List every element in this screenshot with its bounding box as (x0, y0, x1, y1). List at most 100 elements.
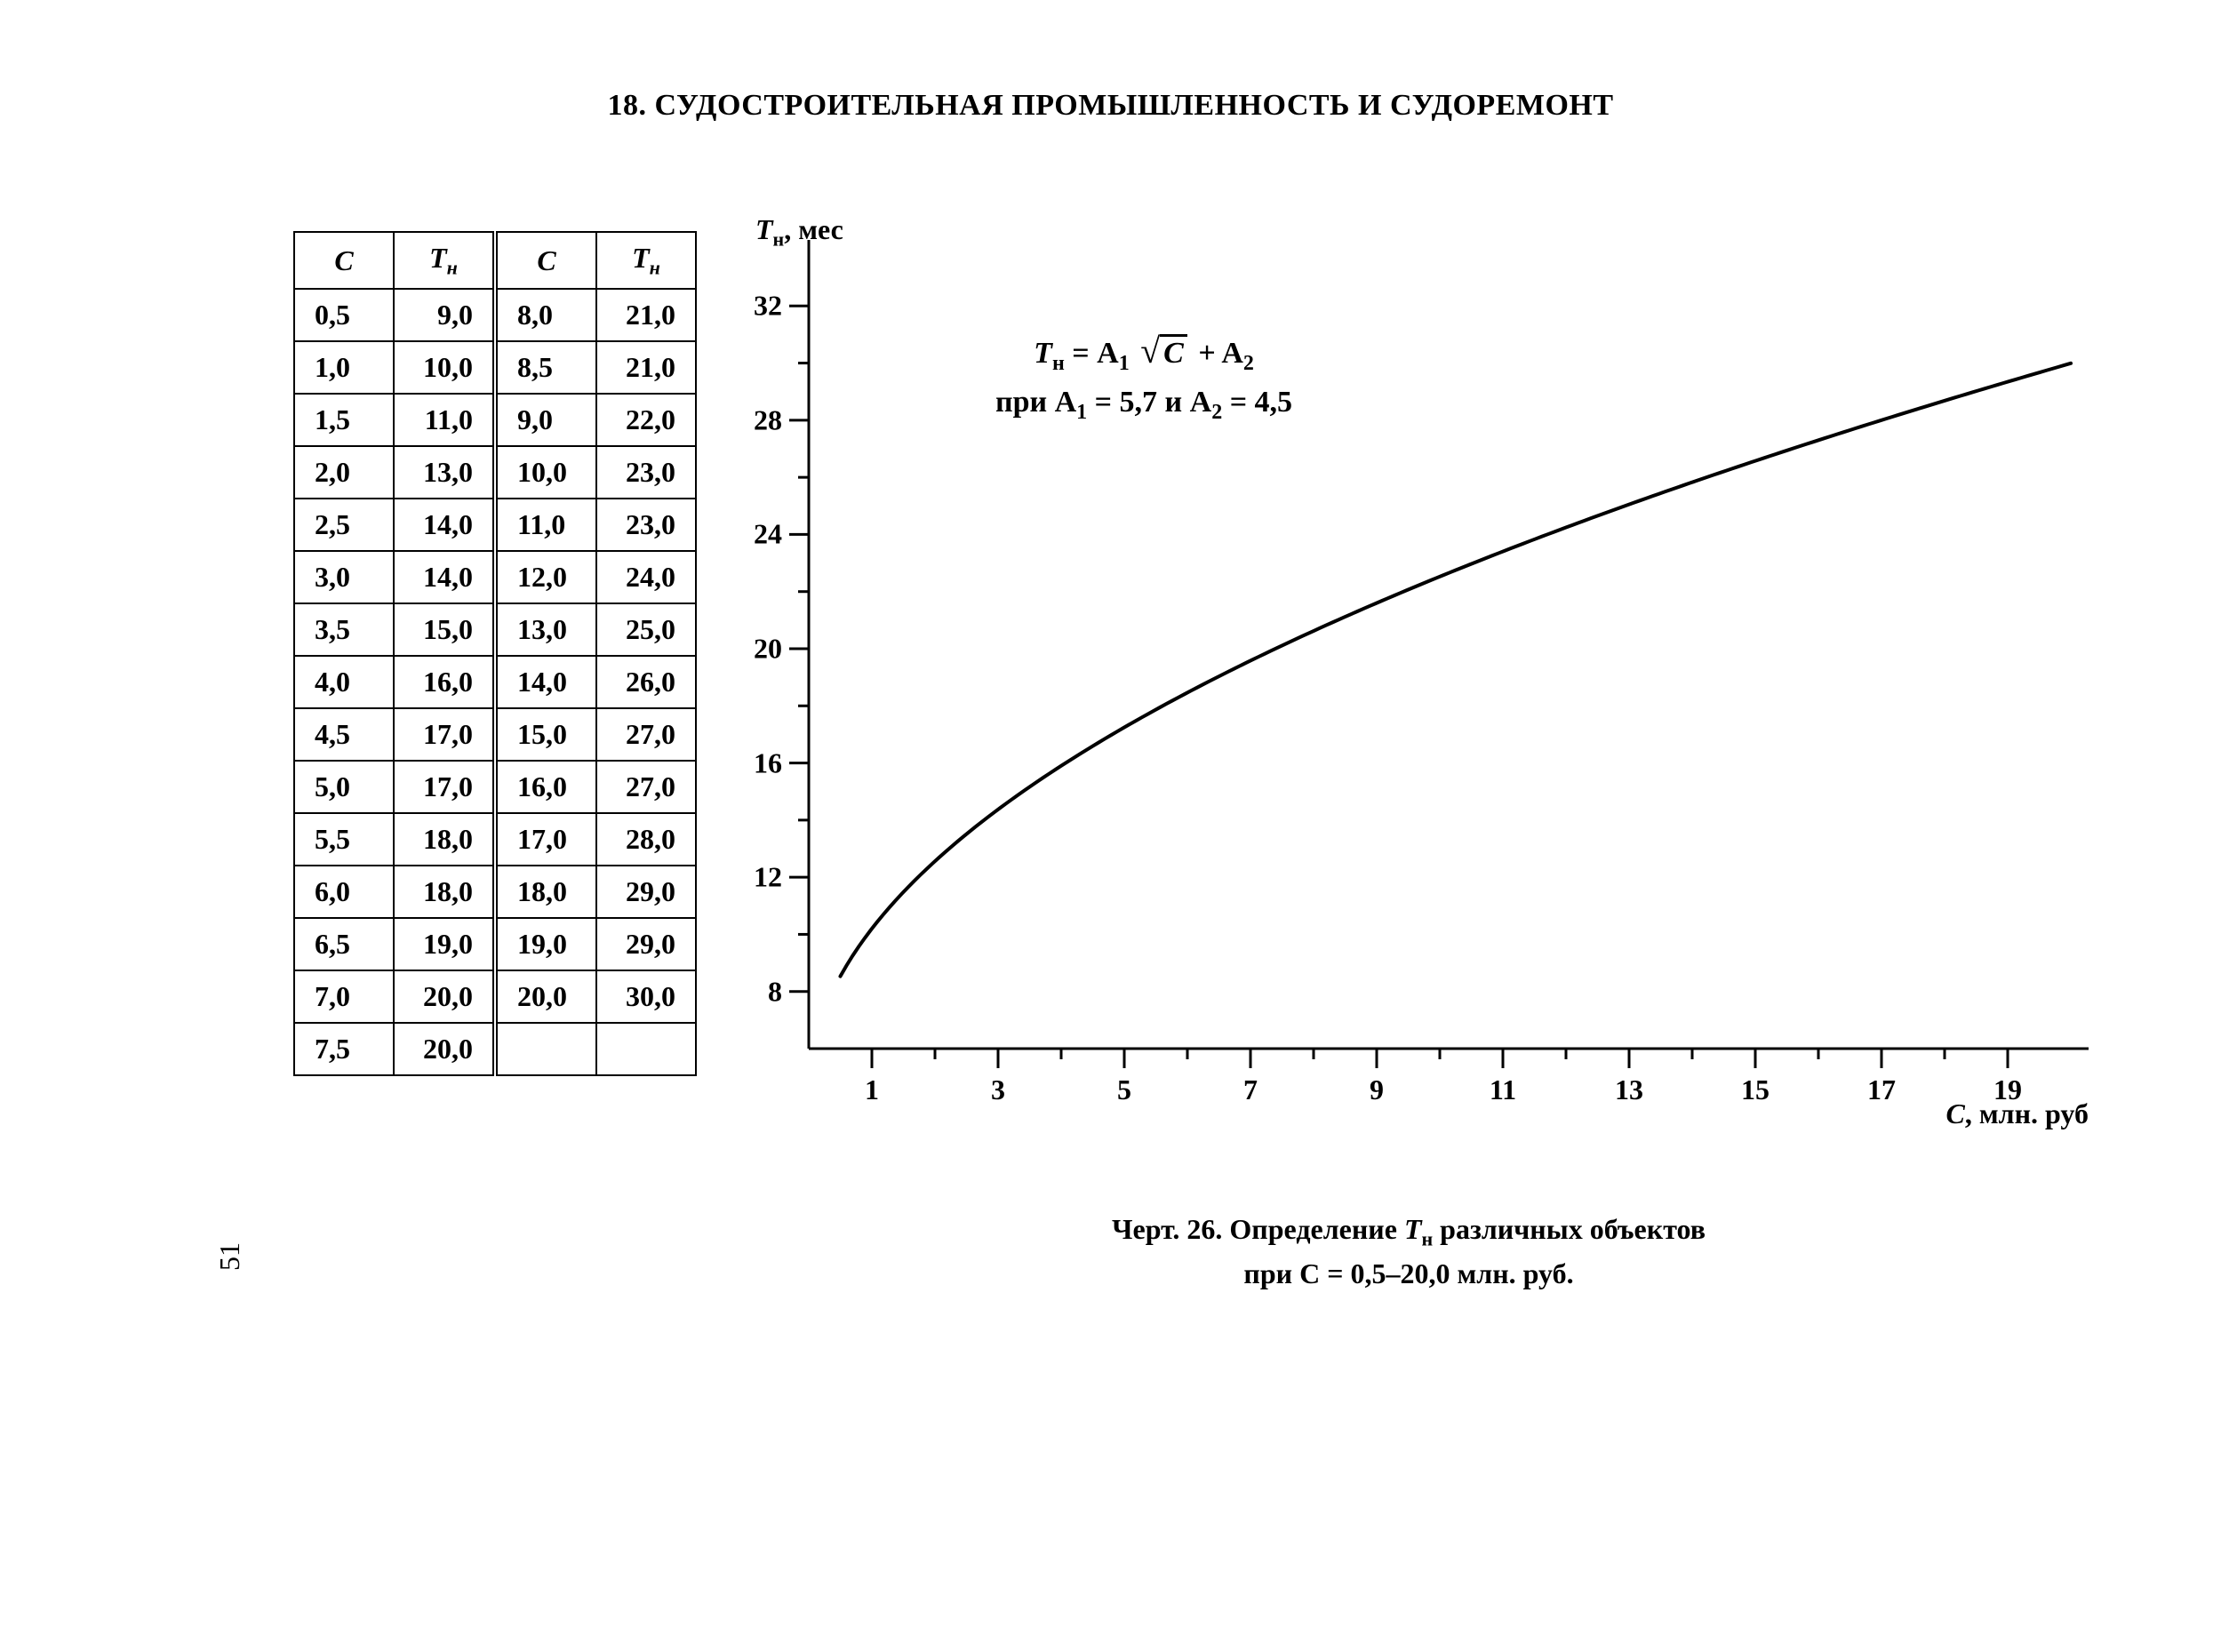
table-cell: 27,0 (596, 761, 696, 813)
y-tick-label: 12 (729, 861, 782, 894)
table-cell: 6,0 (294, 866, 394, 918)
table-cell (495, 1023, 596, 1075)
table-cell: 8,0 (495, 289, 596, 341)
table-row: 1,511,09,022,0 (294, 394, 696, 446)
table-row: 3,515,013,025,0 (294, 603, 696, 656)
table-row: 2,013,010,023,0 (294, 446, 696, 499)
table-row: 5,518,017,028,0 (294, 813, 696, 866)
table-cell: 28,0 (596, 813, 696, 866)
table-row: 4,016,014,026,0 (294, 656, 696, 708)
col-header-c2: C (495, 232, 596, 289)
table-cell: 18,0 (394, 813, 495, 866)
chart: Tн, мес Tн = A1 √C + A2 при A1 = 5,7 и A… (720, 222, 2097, 1164)
table-cell: 12,0 (495, 551, 596, 603)
table-cell: 3,5 (294, 603, 394, 656)
table-cell: 9,0 (394, 289, 495, 341)
table-cell: 7,5 (294, 1023, 394, 1075)
x-tick-label: 11 (1490, 1073, 1516, 1106)
y-tick-label: 28 (729, 403, 782, 436)
table-cell: 25,0 (596, 603, 696, 656)
table-cell: 23,0 (596, 446, 696, 499)
formula: Tн = A1 √C + A2 при A1 = 5,7 и A2 = 4,5 (995, 324, 1292, 428)
table-cell: 8,5 (495, 341, 596, 394)
table-cell: 13,0 (495, 603, 596, 656)
table-cell: 15,0 (394, 603, 495, 656)
x-tick-label: 7 (1243, 1073, 1258, 1106)
table-cell: 30,0 (596, 970, 696, 1023)
formula-line2: при A1 = 5,7 и A2 = 4,5 (995, 379, 1292, 428)
x-tick-label: 1 (865, 1073, 879, 1106)
figure-caption: Черт. 26. Определение Tн различных объек… (720, 1209, 2097, 1295)
data-table-wrap: C Tн C Tн 0,59,08,021,01,010,08,521,01,5… (293, 231, 697, 1076)
table-cell: 27,0 (596, 708, 696, 761)
table-cell: 16,0 (394, 656, 495, 708)
table-cell: 11,0 (495, 499, 596, 551)
page: 18. СУДОСТРОИТЕЛЬНАЯ ПРОМЫШЛЕННОСТЬ И СУ… (0, 0, 2221, 1652)
table-cell: 21,0 (596, 289, 696, 341)
table-row: 7,020,020,030,0 (294, 970, 696, 1023)
table-row: 0,59,08,021,0 (294, 289, 696, 341)
table-cell: 17,0 (394, 761, 495, 813)
table-cell: 3,0 (294, 551, 394, 603)
table-cell: 17,0 (495, 813, 596, 866)
table-cell: 22,0 (596, 394, 696, 446)
table-row: 2,514,011,023,0 (294, 499, 696, 551)
y-tick-label: 8 (729, 975, 782, 1008)
y-tick-label: 16 (729, 746, 782, 779)
x-tick-label: 3 (991, 1073, 1005, 1106)
table-row: 6,018,018,029,0 (294, 866, 696, 918)
x-tick-label: 5 (1117, 1073, 1131, 1106)
x-tick-label: 17 (1867, 1073, 1896, 1106)
table-cell: 14,0 (394, 551, 495, 603)
table-cell: 17,0 (394, 708, 495, 761)
section-heading: 18. СУДОСТРОИТЕЛЬНАЯ ПРОМЫШЛЕННОСТЬ И СУ… (0, 89, 2221, 123)
table-header-row: C Tн C Tн (294, 232, 696, 289)
table-cell: 4,5 (294, 708, 394, 761)
table-cell: 2,0 (294, 446, 394, 499)
y-tick-label: 32 (729, 290, 782, 323)
table-row: 3,014,012,024,0 (294, 551, 696, 603)
table-cell: 18,0 (495, 866, 596, 918)
col-header-t1: Tн (394, 232, 495, 289)
table-cell: 1,0 (294, 341, 394, 394)
y-tick-label: 20 (729, 633, 782, 666)
table-row: 7,520,0 (294, 1023, 696, 1075)
table-cell: 7,0 (294, 970, 394, 1023)
table-row: 4,517,015,027,0 (294, 708, 696, 761)
table-cell: 6,5 (294, 918, 394, 970)
table-row: 5,017,016,027,0 (294, 761, 696, 813)
table-cell: 10,0 (495, 446, 596, 499)
chart-svg (720, 222, 2097, 1164)
table-cell: 9,0 (495, 394, 596, 446)
table-row: 6,519,019,029,0 (294, 918, 696, 970)
table-cell: 1,5 (294, 394, 394, 446)
table-cell: 4,0 (294, 656, 394, 708)
table-cell: 19,0 (394, 918, 495, 970)
table-cell: 14,0 (495, 656, 596, 708)
table-row: 1,010,08,521,0 (294, 341, 696, 394)
table-cell: 16,0 (495, 761, 596, 813)
x-tick-label: 19 (1993, 1073, 2022, 1106)
data-table: C Tн C Tн 0,59,08,021,01,010,08,521,01,5… (293, 231, 697, 1076)
page-number: 51 (213, 1242, 246, 1271)
table-cell: 26,0 (596, 656, 696, 708)
x-tick-label: 15 (1741, 1073, 1770, 1106)
y-axis-label: Tн, мес (755, 213, 843, 251)
col-header-c1: C (294, 232, 394, 289)
table-cell (596, 1023, 696, 1075)
y-tick-label: 24 (729, 518, 782, 551)
table-cell: 0,5 (294, 289, 394, 341)
table-cell: 18,0 (394, 866, 495, 918)
table-cell: 5,0 (294, 761, 394, 813)
col-header-t2: Tн (596, 232, 696, 289)
table-cell: 10,0 (394, 341, 495, 394)
table-cell: 20,0 (394, 970, 495, 1023)
table-cell: 21,0 (596, 341, 696, 394)
table-cell: 2,5 (294, 499, 394, 551)
x-tick-label: 9 (1370, 1073, 1384, 1106)
table-cell: 29,0 (596, 866, 696, 918)
table-cell: 14,0 (394, 499, 495, 551)
table-cell: 23,0 (596, 499, 696, 551)
table-cell: 15,0 (495, 708, 596, 761)
table-cell: 20,0 (394, 1023, 495, 1075)
